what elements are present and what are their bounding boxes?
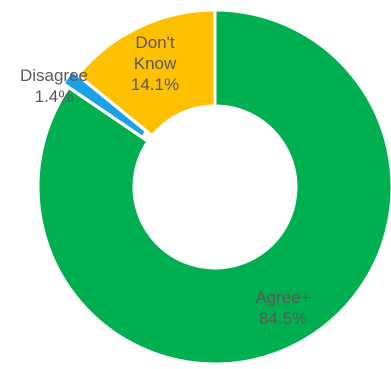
data-label-agree: Agree+ 84.5% [255,288,310,328]
data-label-don-t-know: Don't Know 14.1% [131,33,179,94]
data-labels-group: Agree+ 84.5% Disagree 1.4% Don't Know 14.1% [20,33,311,328]
data-label-line: Know [134,54,177,73]
slice-agree [36,8,391,366]
slice-don-t-know [76,8,217,138]
data-label-line: 84.5% [259,309,307,328]
data-label-line: Don't [135,33,174,52]
data-label-disagree: Disagree 1.4% [20,66,88,106]
data-label-line: 1.4% [35,87,74,106]
data-label-line: 14.1% [131,75,179,94]
data-label-line: Agree+ [255,288,310,307]
data-label-line: Disagree [20,66,88,85]
slices-group [36,8,391,366]
